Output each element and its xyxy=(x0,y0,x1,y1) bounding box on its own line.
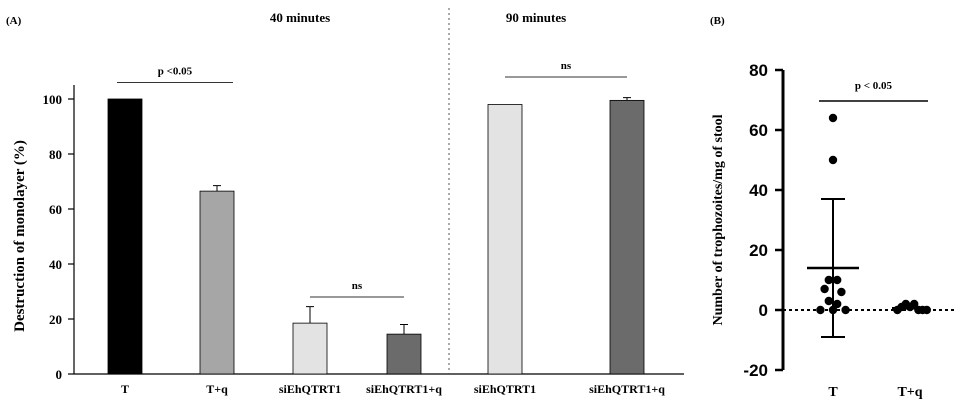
data-point xyxy=(816,305,825,315)
data-point xyxy=(828,113,838,123)
y-tick-label: 20 xyxy=(49,312,62,327)
comparison-label: ns xyxy=(352,280,363,292)
bar xyxy=(292,322,328,375)
bar xyxy=(386,333,422,375)
y-tick-label: 0 xyxy=(56,367,63,382)
comparison-label: p < 0.05 xyxy=(855,80,893,92)
bar xyxy=(609,99,645,375)
x-tick-label: T+q xyxy=(897,385,922,400)
panel-b-ylabel: Number of trophozoites/mg of stool xyxy=(711,114,726,325)
data-point xyxy=(824,275,833,285)
y-tick-label: 40 xyxy=(49,257,62,272)
bar xyxy=(199,190,235,375)
y-tick-label: 100 xyxy=(43,92,63,107)
data-point xyxy=(910,299,919,309)
x-tick-label: siEhQTRT1 xyxy=(474,382,536,396)
comparison-label: p <0.05 xyxy=(158,66,193,78)
y-tick-label: 80 xyxy=(49,147,62,162)
data-point xyxy=(833,275,842,285)
data-point xyxy=(922,305,931,315)
data-point xyxy=(841,305,850,315)
y-tick-label: 0 xyxy=(759,301,768,320)
data-point xyxy=(820,284,829,294)
data-point xyxy=(824,296,833,306)
x-tick-label: T xyxy=(121,382,129,396)
x-tick-label: siEhQTRT1+q xyxy=(589,382,665,396)
panel-b-marks: -20 0 20 40 60 80 T T+q p < 0.05 xyxy=(743,61,955,400)
x-tick-label: siEhQTRT1 xyxy=(279,382,341,396)
data-point xyxy=(828,155,838,165)
bar xyxy=(107,98,143,375)
panel-a-marks: 0 20 40 60 80 100 T T+q siEhQTRT1 siEhQTRT1+q p <0… xyxy=(43,60,666,396)
y-tick-label: 60 xyxy=(749,121,768,140)
panel-a-ylabel: Destruction of monolayer (%) xyxy=(12,140,28,332)
bar xyxy=(487,104,523,375)
data-point xyxy=(828,305,838,315)
y-tick-label: 60 xyxy=(49,202,62,217)
group-title-90: 90 minutes xyxy=(506,10,566,25)
data-point xyxy=(837,287,846,297)
x-tick-label: siEhQTRT1+q xyxy=(366,382,442,396)
y-tick-label: 40 xyxy=(749,181,768,200)
y-tick-label: -20 xyxy=(743,361,768,380)
panel-a-label: (A) xyxy=(6,15,22,27)
y-tick-label: 20 xyxy=(749,241,768,260)
x-tick-label: T+q xyxy=(206,382,228,396)
comparison-label: ns xyxy=(561,60,572,72)
data-point xyxy=(833,299,842,309)
x-tick-label: T xyxy=(828,385,838,400)
panel-b-label: (B) xyxy=(710,15,725,27)
y-tick-label: 80 xyxy=(749,61,768,80)
group-title-40: 40 minutes xyxy=(270,10,330,25)
